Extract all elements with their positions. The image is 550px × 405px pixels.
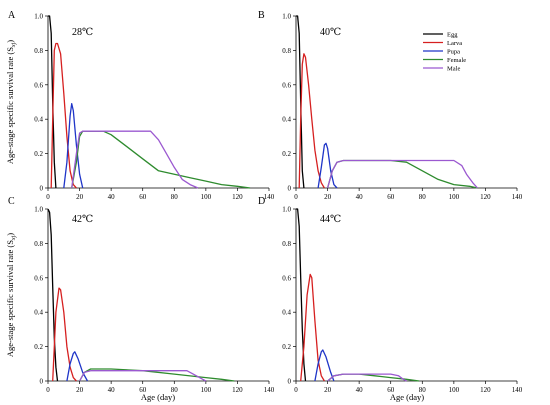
x-tick-label: 40 [108,193,116,201]
y-tick-label: 0 [288,378,292,386]
x-tick-label: 100 [449,386,460,394]
x-tick-label: 140 [264,193,275,201]
y-tick-label: 0.6 [34,81,43,89]
y-tick-label: 1.0 [282,206,291,214]
series-line-female [326,159,478,189]
y-tick-label: 1.0 [34,13,43,21]
y-tick-label: 0.4 [282,309,291,317]
series-line-egg [47,208,59,382]
x-tick-label: 100 [201,193,212,201]
series-line-male [71,130,199,189]
x-tick-label: 20 [76,386,84,394]
x-tick-label: 0 [294,193,298,201]
x-tick-label: 120 [232,386,243,394]
series-line-male [326,159,478,189]
x-tick-label: 100 [201,386,212,394]
series-line-pupa [66,351,89,382]
series-line-egg [296,15,305,189]
series-line-larva [50,42,77,189]
x-tick-label: 120 [480,386,491,394]
x-tick-label: 80 [171,386,179,394]
x-tick-label: 40 [108,386,116,394]
x-tick-label: 40 [356,193,364,201]
y-tick-label: 0.2 [34,150,43,158]
series-line-larva [298,53,325,189]
y-axis-title-top: Age-stage specific survival rate (Sxj) [5,40,17,164]
y-tick-label: 0.8 [282,47,291,55]
x-tick-label: 20 [324,193,332,201]
x-tick-label: 60 [139,193,147,201]
x-tick-label: 80 [419,386,427,394]
series-line-pupa [314,349,335,382]
x-tick-label: 80 [171,193,179,201]
x-tick-label: 60 [387,386,395,394]
y-tick-label: 1.0 [282,13,291,21]
x-tick-label: 40 [356,386,364,394]
panel-d: 0 20 40 60 80 100 120 140 0 0.2 0.4 0.6 0.8 1.0 D 44℃ [258,196,523,394]
temperature-label: 42℃ [72,214,93,225]
x-tick-label: 140 [512,193,523,201]
x-tick-label: 140 [264,386,275,394]
x-tick-label: 60 [139,386,147,394]
x-tick-label: 140 [512,386,523,394]
x-tick-label: 0 [294,386,298,394]
x-axis-title-right: Age (day) [390,392,424,402]
panel-letter: B [258,10,265,21]
temperature-label: 28℃ [72,27,93,38]
y-axis-title-bottom: Age-stage specific survival rate (Sxj) [5,233,17,357]
y-tick-label: 0.8 [34,240,43,248]
y-tick-label: 0.6 [282,81,291,89]
series-line-pupa [317,142,338,189]
panel-b: 0 20 40 60 80 100 120 140 0 0.2 0.4 0.6 0.8 1.0 B 40℃ [258,10,523,201]
y-tick-label: 0 [40,185,44,193]
x-tick-label: 20 [324,386,332,394]
y-tick-label: 1.0 [34,206,43,214]
temperature-label: 40℃ [320,27,341,38]
x-tick-label: 120 [232,193,243,201]
series-line-egg [296,208,307,382]
y-tick-label: 0.8 [282,240,291,248]
legend-label-female: Female [447,57,466,64]
x-axis-title-left: Age (day) [141,392,175,402]
y-tick-label: 0 [40,378,44,386]
series-line-male [79,370,207,382]
series-line-female [71,130,251,189]
y-tick-label: 0.2 [282,150,291,158]
x-tick-label: 120 [480,193,491,201]
y-tick-label: 0.4 [34,309,43,317]
legend-label-male: Male [447,65,460,72]
panel-c: 0 20 40 60 80 100 120 140 0 0.2 0.4 0.6 0.8 1.0 C 42℃ [8,196,275,394]
panel-a: 0 20 40 60 80 100 120 140 0 0.2 0.4 0.6 0.8 1.0 A 28℃ [8,10,275,201]
legend-label-egg: Egg [447,31,458,38]
legend-label-larva: Larva [447,40,462,47]
series-line-pupa [63,103,84,189]
panel-letter: D [258,196,265,207]
y-tick-label: 0.2 [34,343,43,351]
panel-letter: A [8,10,16,21]
x-tick-label: 100 [449,193,460,201]
series-line-egg [48,15,57,189]
y-tick-label: 0.6 [34,274,43,282]
y-tick-label: 0.8 [34,47,43,55]
panel-letter: C [8,196,15,207]
series-line-male [327,373,407,382]
y-tick-label: 0.4 [282,116,291,124]
y-tick-label: 0 [288,185,292,193]
y-tick-label: 0.6 [282,274,291,282]
x-tick-label: 20 [76,193,84,201]
x-tick-label: 80 [419,193,427,201]
x-tick-label: 0 [46,193,50,201]
legend-label-pupa: Pupa [447,48,460,55]
y-tick-label: 0.4 [34,116,43,124]
series-line-larva [300,273,325,382]
series-line-larva [52,287,77,382]
temperature-label: 44℃ [320,214,341,225]
x-tick-label: 0 [46,386,50,394]
y-tick-label: 0.2 [282,343,291,351]
x-tick-label: 60 [387,193,395,201]
